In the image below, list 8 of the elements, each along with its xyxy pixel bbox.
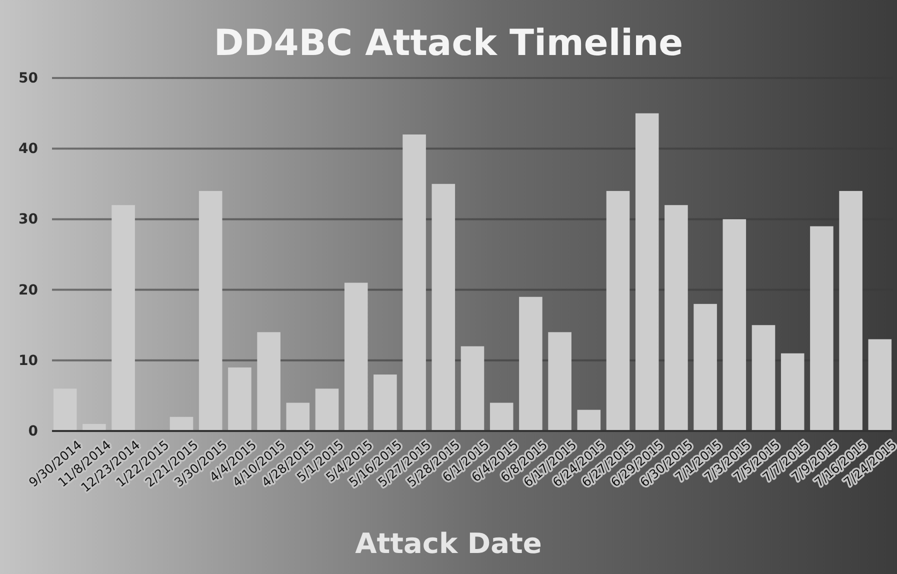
y-tick-label: 30 [18,212,38,228]
y-tick-label: 0 [28,423,38,440]
chart-title: DD4BC Attack Timeline [214,23,684,64]
y-tick-label: 20 [18,282,38,298]
y-tick-label: 50 [18,70,38,86]
x-axis-title: Attack Date [355,527,542,560]
y-tick-label: 40 [18,141,38,158]
y-tick-label: 10 [18,352,38,369]
